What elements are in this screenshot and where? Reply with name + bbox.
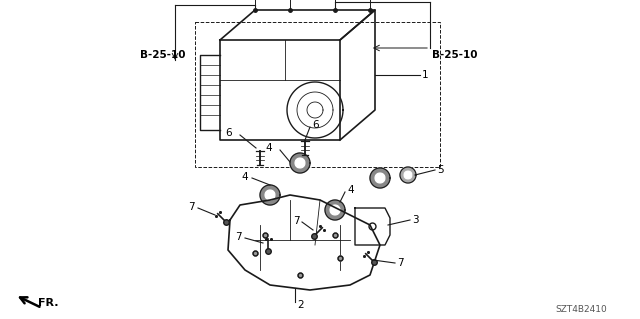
Circle shape [370, 168, 390, 188]
Text: 4: 4 [347, 185, 354, 195]
Circle shape [290, 153, 310, 173]
Text: FR.: FR. [38, 298, 58, 308]
Text: SZT4B2410: SZT4B2410 [555, 306, 607, 315]
Text: 7: 7 [188, 202, 195, 212]
Text: 6: 6 [312, 120, 319, 130]
Text: 7: 7 [397, 258, 404, 268]
Text: 7: 7 [293, 216, 300, 226]
Circle shape [375, 173, 385, 183]
Text: 6: 6 [225, 128, 232, 138]
Circle shape [330, 205, 340, 215]
Text: 3: 3 [412, 215, 419, 225]
Text: 2: 2 [297, 300, 303, 310]
Text: 7: 7 [236, 232, 242, 242]
Circle shape [404, 171, 412, 179]
Text: 4: 4 [241, 172, 248, 182]
Text: 1: 1 [422, 70, 429, 80]
Text: B-25-10: B-25-10 [432, 50, 477, 60]
Text: 5: 5 [437, 165, 444, 175]
Circle shape [325, 200, 345, 220]
Text: 4: 4 [266, 143, 272, 153]
Circle shape [295, 158, 305, 168]
Circle shape [265, 190, 275, 200]
Text: B-25-10: B-25-10 [140, 50, 186, 60]
Circle shape [400, 167, 416, 183]
Circle shape [260, 185, 280, 205]
